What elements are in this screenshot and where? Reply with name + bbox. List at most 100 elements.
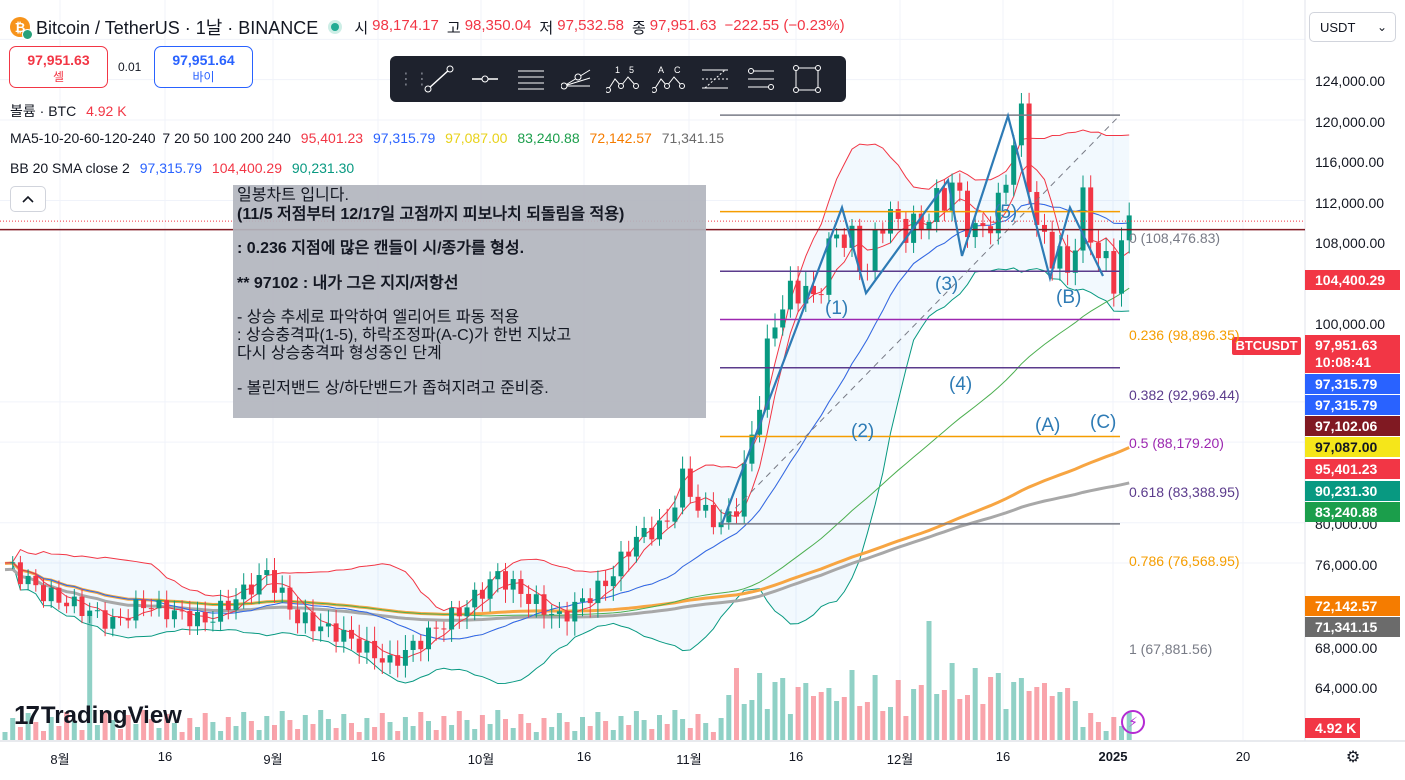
volume-bar [965, 695, 970, 740]
sell-button[interactable]: 97,951.63 셀 [9, 46, 108, 88]
tradingview-logo[interactable]: 17 TradingView [14, 700, 182, 730]
candle-body [318, 626, 324, 632]
note-line: ** 97102 : 내가 그은 지지/저항선 [237, 275, 459, 292]
candle-body [41, 585, 46, 602]
candle-body [687, 468, 693, 497]
wave-label-a: (A) [1035, 415, 1061, 436]
volume-bar [518, 714, 524, 740]
note-line: : 상승충격파(1-5), 하락조정파(A-C)가 한번 지났고 [237, 327, 572, 344]
volume-bar [17, 727, 23, 740]
candle-body [310, 612, 316, 632]
volume-bar [341, 714, 347, 740]
volume-bar [379, 713, 385, 740]
drag-handle-icon[interactable]: ⋮⋮ [398, 71, 430, 88]
candle-body [56, 587, 62, 603]
parallel-channel-tool[interactable] [510, 62, 552, 96]
candle-body [518, 579, 524, 594]
candle-body [633, 536, 639, 557]
candle-body [141, 599, 147, 609]
chart-settings-icon[interactable]: ⚙ [1345, 749, 1361, 766]
candle-body [17, 562, 23, 585]
volume-bar [472, 729, 478, 740]
symbol-header: ₿ Bitcoin / TetherUS · 1날 · BINANCE 시 98,… [10, 14, 845, 40]
candle-body [225, 600, 231, 611]
candle-body [1057, 246, 1063, 269]
candle-body [64, 602, 70, 607]
pitchfork-tool[interactable] [556, 62, 598, 96]
volume-indicator-legend[interactable]: 볼륨 · BTC 4.92 K [10, 103, 127, 119]
candle-body [218, 600, 224, 622]
candle-body [387, 655, 393, 663]
time-tick: 20 [1235, 749, 1251, 764]
volume-bar [372, 727, 378, 740]
candle-body [680, 468, 686, 508]
volume-bar [79, 730, 85, 740]
volume-price-label: 4.92 K [1305, 718, 1360, 738]
candle-body [1111, 251, 1117, 294]
annotation-note[interactable]: 일봉차트 입니다. (11/5 저점부터 12/17일 고점까지 피보나치 되돌… [233, 185, 706, 418]
volume-bar [718, 718, 724, 740]
fib-extension-tool[interactable] [740, 62, 782, 96]
last-price-label: 97,951.63 10:08:41 [1305, 335, 1400, 373]
volume-bar [133, 724, 139, 740]
volume-bar [1018, 678, 1024, 740]
candle-body [133, 599, 139, 621]
volume-bar [880, 711, 886, 740]
wave-label-c: (C) [1090, 412, 1117, 433]
volume-bar [387, 722, 393, 740]
svg-text:5: 5 [629, 65, 634, 75]
bb-basis-price-label: 97,315.79 [1305, 395, 1400, 415]
ma-indicator-legend[interactable]: MA5-10-20-60-120-240 7 20 50 100 200 240… [10, 130, 725, 146]
candle-body [426, 627, 431, 650]
candle-body [587, 598, 593, 604]
ma240-value: 71,341.15 [661, 130, 725, 146]
candle-body [156, 600, 162, 609]
candle-body [272, 570, 277, 593]
price-tick: 68,000.00 [1315, 640, 1378, 656]
volume-bar [641, 720, 647, 740]
candle-body [580, 598, 585, 602]
volume-bar [772, 682, 778, 740]
volume-bar [202, 713, 208, 740]
candle-body [256, 575, 262, 595]
fib-retracement-tool[interactable] [694, 62, 736, 96]
candle-body [1049, 231, 1055, 269]
volume-bar [726, 695, 732, 740]
rectangle-tool[interactable] [786, 62, 828, 96]
volume-bar [1119, 726, 1124, 740]
ma240-price-label: 71,341.15 [1305, 617, 1400, 637]
candle-body [610, 576, 616, 587]
candle-body [202, 612, 208, 623]
candle-body [287, 587, 293, 610]
time-tick: 12월 [886, 752, 914, 767]
candle-body [148, 608, 154, 610]
candle-body [210, 621, 216, 623]
candle-body [171, 610, 177, 620]
volume-bar [703, 723, 709, 740]
volume-bar [710, 732, 716, 740]
horizontal-ray-tool[interactable] [464, 62, 506, 96]
candle-body [102, 610, 108, 629]
bb-indicator-legend[interactable]: BB 20 SMA close 2 97,315.79 104,400.29 9… [10, 160, 355, 176]
volume-bar [533, 732, 539, 740]
buy-button[interactable]: 97,951.64 바이 [154, 46, 253, 88]
candle-body [87, 610, 93, 617]
trend-line-tool[interactable] [418, 62, 460, 96]
flash-icon[interactable]: ⚡ [1121, 710, 1145, 734]
volume-bar [364, 718, 370, 740]
candle-body [10, 562, 16, 564]
volume-bar [164, 714, 170, 740]
volume-bar [918, 685, 924, 740]
ma60-price-label: 83,240.88 [1305, 502, 1400, 522]
volume-bar [195, 727, 200, 740]
volume-bar [310, 724, 316, 740]
volume-bar [1049, 696, 1055, 740]
candle-body [818, 294, 824, 296]
currency-select[interactable]: USDT ⌄ [1309, 12, 1396, 42]
symbol-title[interactable]: Bitcoin / TetherUS · 1날 · BINANCE [36, 18, 319, 38]
collapse-legend-button[interactable] [10, 186, 46, 212]
volume-bar [503, 719, 508, 740]
